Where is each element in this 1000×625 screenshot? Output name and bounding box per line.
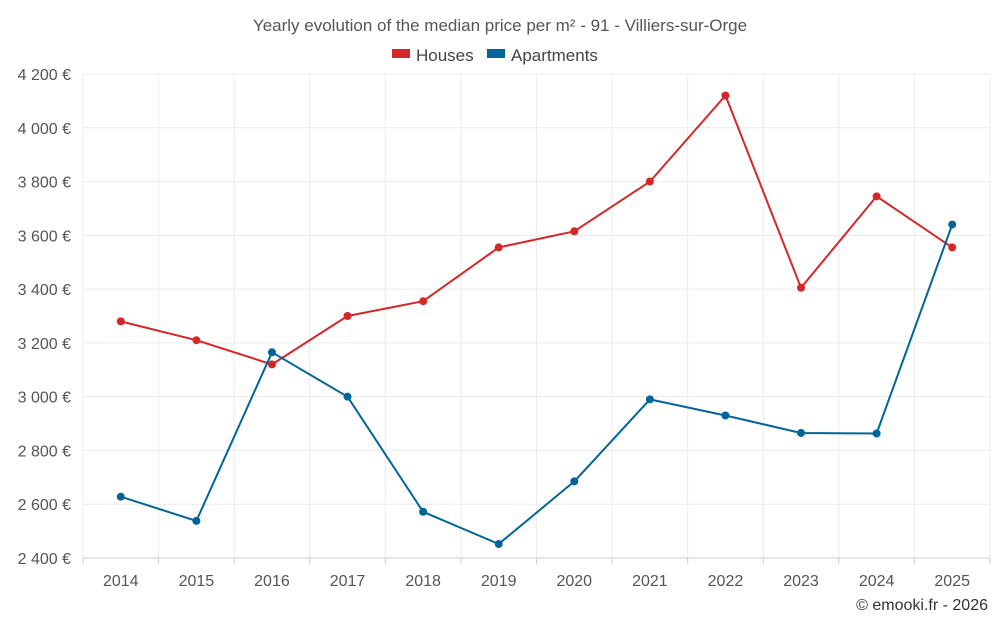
data-point-apartments-2022[interactable] (721, 411, 730, 420)
data-point-houses-2014[interactable] (116, 317, 125, 326)
data-point-apartments-2018[interactable] (419, 507, 428, 516)
y-tick-label: 3 200 € (18, 336, 71, 353)
grid (82, 73, 991, 559)
data-point-houses-2023[interactable] (797, 283, 806, 292)
data-point-houses-2022[interactable] (721, 91, 730, 100)
x-tick-label: 2019 (481, 573, 517, 590)
data-point-apartments-2015[interactable] (192, 516, 201, 525)
y-tick-label: 2 800 € (18, 443, 71, 460)
data-point-apartments-2021[interactable] (645, 395, 654, 404)
y-tick-label: 3 600 € (18, 228, 71, 245)
data-point-houses-2021[interactable] (645, 177, 654, 186)
series (116, 91, 957, 549)
y-tick-label: 3 800 € (18, 175, 71, 192)
y-tick-label: 2 400 € (18, 551, 71, 568)
y-tick-label: 2 600 € (18, 497, 71, 514)
x-tick-label: 2014 (103, 573, 139, 590)
data-point-apartments-2019[interactable] (494, 540, 503, 549)
series-line-apartments (120, 224, 954, 545)
data-point-apartments-2023[interactable] (797, 428, 806, 437)
x-tick-label: 2016 (254, 573, 290, 590)
data-point-houses-2025[interactable] (948, 243, 957, 252)
x-tick-label: 2018 (405, 573, 441, 590)
y-tick-label: 4 000 € (18, 121, 71, 138)
data-point-apartments-2014[interactable] (116, 492, 125, 501)
x-tick-label: 2023 (783, 573, 819, 590)
data-point-apartments-2020[interactable] (570, 477, 579, 486)
legend: Houses Apartments (392, 46, 598, 65)
data-point-apartments-2016[interactable] (267, 348, 276, 357)
data-point-apartments-2017[interactable] (343, 392, 352, 401)
data-point-apartments-2025[interactable] (948, 220, 957, 229)
x-tick-label: 2021 (632, 573, 668, 590)
x-tick-label: 2017 (330, 573, 366, 590)
legend-swatch-apartments (487, 49, 505, 58)
x-tick-label: 2025 (934, 573, 970, 590)
data-point-houses-2020[interactable] (570, 227, 579, 236)
credit-text: © emooki.fr - 2026 (856, 597, 988, 614)
data-point-houses-2024[interactable] (872, 192, 881, 201)
legend-label-apartments: Apartments (511, 46, 598, 65)
legend-swatch-houses (392, 49, 410, 58)
data-point-houses-2016[interactable] (267, 360, 276, 369)
x-tick-label: 2024 (859, 573, 895, 590)
x-tick-label: 2015 (179, 573, 215, 590)
data-point-houses-2017[interactable] (343, 312, 352, 320)
chart-title: Yearly evolution of the median price per… (253, 16, 747, 35)
y-tick-label: 3 000 € (18, 390, 71, 407)
data-point-houses-2019[interactable] (494, 243, 503, 252)
series-line-houses (120, 94, 953, 366)
y-tick-label: 4 200 € (18, 67, 71, 84)
legend-item-houses[interactable]: Houses (392, 46, 474, 65)
data-point-houses-2015[interactable] (192, 336, 201, 345)
y-tick-label: 3 400 € (18, 282, 71, 299)
data-point-apartments-2024[interactable] (872, 429, 881, 438)
x-tick-label: 2020 (556, 573, 592, 590)
legend-label-houses: Houses (416, 46, 474, 65)
data-point-houses-2018[interactable] (419, 297, 428, 306)
x-axis: 2014 2015 2016 2017 2018 2019 2020 2021 2022 2023… (82, 557, 991, 590)
legend-item-apartments[interactable]: Apartments (487, 46, 598, 65)
x-tick-label: 2022 (708, 573, 744, 590)
y-axis: 2 400 € 2 600 € 2 800 € 3 000 € 3 200 € 3 400… (18, 67, 71, 568)
